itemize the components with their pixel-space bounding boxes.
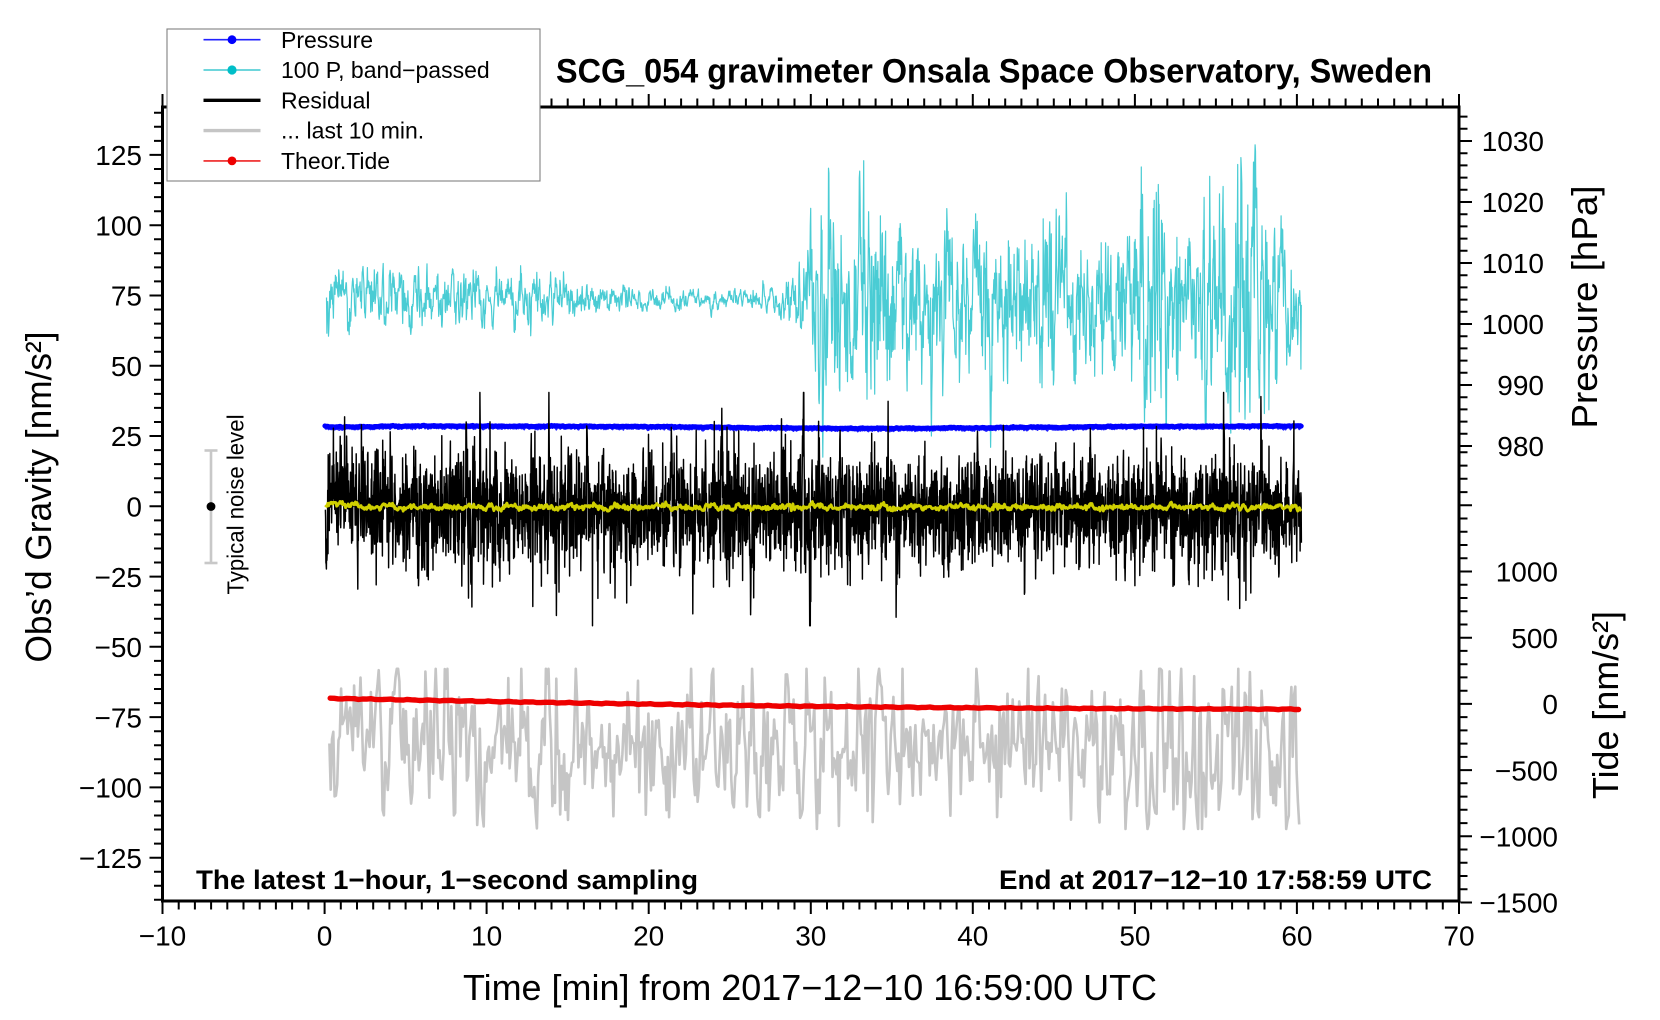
svg-text:−25: −25 bbox=[95, 562, 143, 593]
svg-text:1020: 1020 bbox=[1482, 187, 1544, 218]
svg-text:0: 0 bbox=[126, 492, 142, 523]
svg-text:Residual: Residual bbox=[281, 87, 371, 113]
svg-text:50: 50 bbox=[111, 351, 142, 382]
svg-text:50: 50 bbox=[1119, 921, 1150, 952]
svg-text:1010: 1010 bbox=[1482, 248, 1544, 279]
svg-text:Pressure: Pressure bbox=[281, 27, 373, 53]
svg-text:100 P, band−passed: 100 P, band−passed bbox=[281, 57, 490, 83]
svg-text:70: 70 bbox=[1443, 921, 1474, 952]
svg-text:1000: 1000 bbox=[1482, 309, 1544, 340]
svg-text:75: 75 bbox=[111, 281, 142, 312]
svg-text:0: 0 bbox=[1542, 689, 1558, 720]
svg-text:Tide [nm/s²]: Tide [nm/s²] bbox=[1585, 611, 1626, 799]
svg-text:−125: −125 bbox=[79, 843, 142, 874]
svg-text:... last 10 min.: ... last 10 min. bbox=[281, 118, 424, 144]
svg-text:−100: −100 bbox=[79, 773, 142, 804]
svg-text:−75: −75 bbox=[95, 702, 143, 733]
svg-text:−50: −50 bbox=[95, 632, 143, 663]
svg-text:−1500: −1500 bbox=[1479, 888, 1558, 919]
svg-text:−10: −10 bbox=[139, 921, 187, 952]
svg-text:−500: −500 bbox=[1495, 755, 1558, 786]
svg-text:End at 2017−12−10 17:58:59 UTC: End at 2017−12−10 17:58:59 UTC bbox=[999, 865, 1432, 895]
svg-text:The latest 1−hour, 1−second sa: The latest 1−hour, 1−second sampling bbox=[196, 865, 698, 895]
svg-text:Typical noise level: Typical noise level bbox=[223, 415, 249, 595]
svg-text:Pressure [hPa]: Pressure [hPa] bbox=[1564, 186, 1605, 429]
svg-text:500: 500 bbox=[1511, 623, 1558, 654]
svg-text:125: 125 bbox=[95, 140, 142, 171]
svg-text:1000: 1000 bbox=[1496, 557, 1558, 588]
svg-text:40: 40 bbox=[957, 921, 988, 952]
svg-text:Time [min] from 2017−12−10 16:: Time [min] from 2017−12−10 16:59:00 UTC bbox=[463, 967, 1157, 1008]
svg-text:1030: 1030 bbox=[1482, 126, 1544, 157]
svg-text:980: 980 bbox=[1497, 431, 1544, 462]
svg-text:100: 100 bbox=[95, 210, 142, 241]
svg-text:Obs’d Gravity [nm/s²]: Obs’d Gravity [nm/s²] bbox=[18, 332, 59, 663]
svg-text:0: 0 bbox=[317, 921, 333, 952]
svg-text:Theor.Tide: Theor.Tide bbox=[281, 148, 390, 174]
svg-text:SCG_054 gravimeter Onsala Spac: SCG_054 gravimeter Onsala Space Observat… bbox=[556, 53, 1432, 91]
svg-text:20: 20 bbox=[633, 921, 664, 952]
svg-text:10: 10 bbox=[471, 921, 502, 952]
svg-text:60: 60 bbox=[1281, 921, 1312, 952]
svg-text:990: 990 bbox=[1497, 370, 1544, 401]
svg-text:30: 30 bbox=[795, 921, 826, 952]
svg-text:−1000: −1000 bbox=[1479, 822, 1558, 853]
svg-text:25: 25 bbox=[111, 421, 142, 452]
